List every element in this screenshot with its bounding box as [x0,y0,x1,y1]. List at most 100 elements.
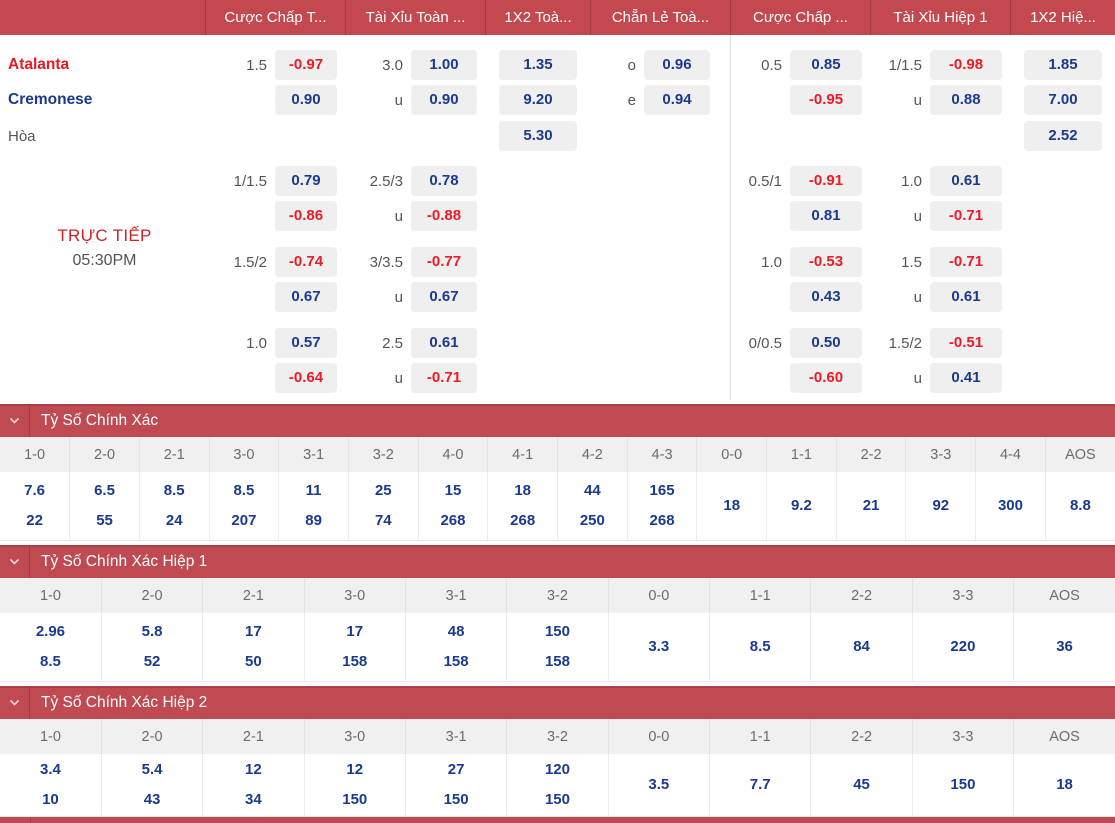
odds-pill[interactable]: -0.98 [930,50,1002,80]
chevron-down-icon[interactable] [0,686,30,719]
score-odds-cell[interactable]: 36 [1013,613,1115,682]
odds-pill[interactable]: -0.77 [411,247,477,277]
odds-pill[interactable]: -0.64 [275,363,337,393]
score-odds-value[interactable]: 50 [245,653,262,670]
score-odds-value[interactable]: 3.4 [40,761,61,778]
odds-pill[interactable]: 0.61 [930,166,1002,196]
score-odds-cell[interactable]: 11 89 [278,472,349,541]
score-odds-cell[interactable]: 12 34 [202,754,305,817]
score-odds-cell[interactable]: 8.8 [1045,472,1115,541]
score-odds-value[interactable]: 34 [245,791,262,808]
score-odds-cell[interactable]: 3.3 [608,613,711,682]
score-odds-value[interactable]: 7.7 [749,776,771,793]
score-odds-value[interactable]: 48 [447,623,465,640]
score-odds-cell[interactable]: 9.2 [766,472,837,541]
odds-pill[interactable]: 0.57 [275,328,337,358]
score-odds-value[interactable]: 12 [346,761,364,778]
score-odds-value[interactable]: 5.4 [141,761,163,778]
score-odds-value[interactable]: 18 [1056,776,1073,793]
odds-pill[interactable]: 0.61 [411,328,477,358]
odds-pill[interactable]: 9.20 [499,85,577,115]
score-odds-value[interactable]: 150 [443,791,469,808]
section-header[interactable]: Tỷ Số Chính Xác Hiệp 1 [0,545,1115,578]
score-odds-cell[interactable]: 3.4 10 [0,754,102,817]
score-odds-value[interactable]: 17 [346,623,364,640]
odds-pill[interactable]: 0.78 [411,166,477,196]
score-odds-cell[interactable]: 84 [810,613,913,682]
score-odds-cell[interactable]: 48 158 [405,613,508,682]
score-odds-value[interactable]: 150 [342,791,368,808]
score-odds-cell[interactable]: 17 158 [304,613,406,682]
score-odds-cell[interactable]: 21 [836,472,907,541]
next-section-header-clipped[interactable] [0,817,1115,823]
score-odds-value[interactable]: 11 [305,482,322,499]
odds-pill[interactable]: -0.95 [790,85,862,115]
score-odds-cell[interactable]: 150 158 [506,613,609,682]
score-odds-value[interactable]: 165 [649,482,675,499]
score-odds-cell[interactable]: 44 250 [557,472,628,541]
score-odds-value[interactable]: 44 [584,482,601,499]
score-odds-value[interactable]: 36 [1056,638,1073,655]
score-odds-value[interactable]: 18 [723,497,741,514]
odds-pill[interactable]: -0.71 [411,363,477,393]
odds-pill[interactable]: -0.88 [411,201,477,231]
score-odds-value[interactable]: 25 [374,482,392,499]
score-odds-value[interactable]: 6.5 [94,482,115,499]
score-odds-value[interactable]: 3.5 [648,776,670,793]
odds-pill[interactable]: -0.86 [275,201,337,231]
score-odds-cell[interactable]: 18 [696,472,768,541]
odds-pill[interactable]: 1.35 [499,50,577,80]
odds-pill[interactable]: 0.50 [790,328,862,358]
odds-pill[interactable]: 0.43 [790,282,862,312]
odds-pill[interactable]: 2.52 [1024,121,1102,151]
odds-pill[interactable]: -0.51 [930,328,1002,358]
score-odds-value[interactable]: 250 [579,512,605,529]
odds-pill[interactable]: 0.85 [790,50,862,80]
score-odds-value[interactable]: 8.5 [40,653,61,670]
score-odds-cell[interactable]: 8.5 207 [209,472,280,541]
score-odds-value[interactable]: 150 [544,623,570,640]
score-odds-value[interactable]: 52 [143,653,161,670]
odds-pill[interactable]: 0.67 [411,282,477,312]
score-odds-value[interactable]: 158 [544,653,570,670]
score-odds-value[interactable]: 120 [544,761,570,778]
score-odds-value[interactable]: 268 [649,512,675,529]
odds-pill[interactable]: 1.00 [411,50,477,80]
score-odds-value[interactable]: 55 [96,512,113,529]
score-odds-cell[interactable]: 45 [810,754,913,817]
score-odds-cell[interactable]: 165 268 [627,472,698,541]
odds-pill[interactable]: 0.96 [644,50,710,80]
score-odds-cell[interactable]: 27 150 [405,754,508,817]
odds-pill[interactable]: -0.91 [790,166,862,196]
score-odds-value[interactable]: 268 [510,512,536,529]
odds-pill[interactable]: -0.71 [930,247,1002,277]
score-odds-cell[interactable]: 7.7 [709,754,812,817]
score-odds-value[interactable]: 21 [862,497,880,514]
score-odds-cell[interactable]: 18 268 [487,472,558,541]
score-odds-cell[interactable]: 5.8 52 [101,613,204,682]
score-odds-value[interactable]: 8.5 [749,638,771,655]
score-odds-cell[interactable]: 17 50 [202,613,305,682]
section-header[interactable]: Tỷ Số Chính Xác Hiệp 2 [0,686,1115,719]
score-odds-value[interactable]: 22 [26,512,43,529]
odds-pill[interactable]: -0.71 [930,201,1002,231]
score-odds-value[interactable]: 8.5 [163,482,185,499]
score-odds-cell[interactable]: 12 150 [304,754,406,817]
odds-pill[interactable]: 0.90 [275,85,337,115]
score-odds-cell[interactable]: 8.5 24 [139,472,210,541]
score-odds-value[interactable]: 150 [950,776,976,793]
score-odds-cell[interactable]: 7.6 22 [0,472,71,541]
score-odds-value[interactable]: 84 [853,638,870,655]
score-odds-cell[interactable]: 5.4 43 [101,754,204,817]
odds-pill[interactable]: 0.79 [275,166,337,196]
chevron-down-icon[interactable] [0,545,30,578]
odds-pill[interactable]: 0.67 [275,282,337,312]
score-odds-value[interactable]: 2.96 [35,623,66,640]
score-odds-value[interactable]: 158 [342,653,368,670]
score-odds-value[interactable]: 45 [853,776,870,793]
score-odds-value[interactable]: 92 [932,497,950,514]
score-odds-value[interactable]: 10 [42,791,59,808]
score-odds-cell[interactable]: 6.5 55 [69,472,140,541]
odds-pill[interactable]: -0.60 [790,363,862,393]
score-odds-value[interactable]: 43 [143,791,161,808]
